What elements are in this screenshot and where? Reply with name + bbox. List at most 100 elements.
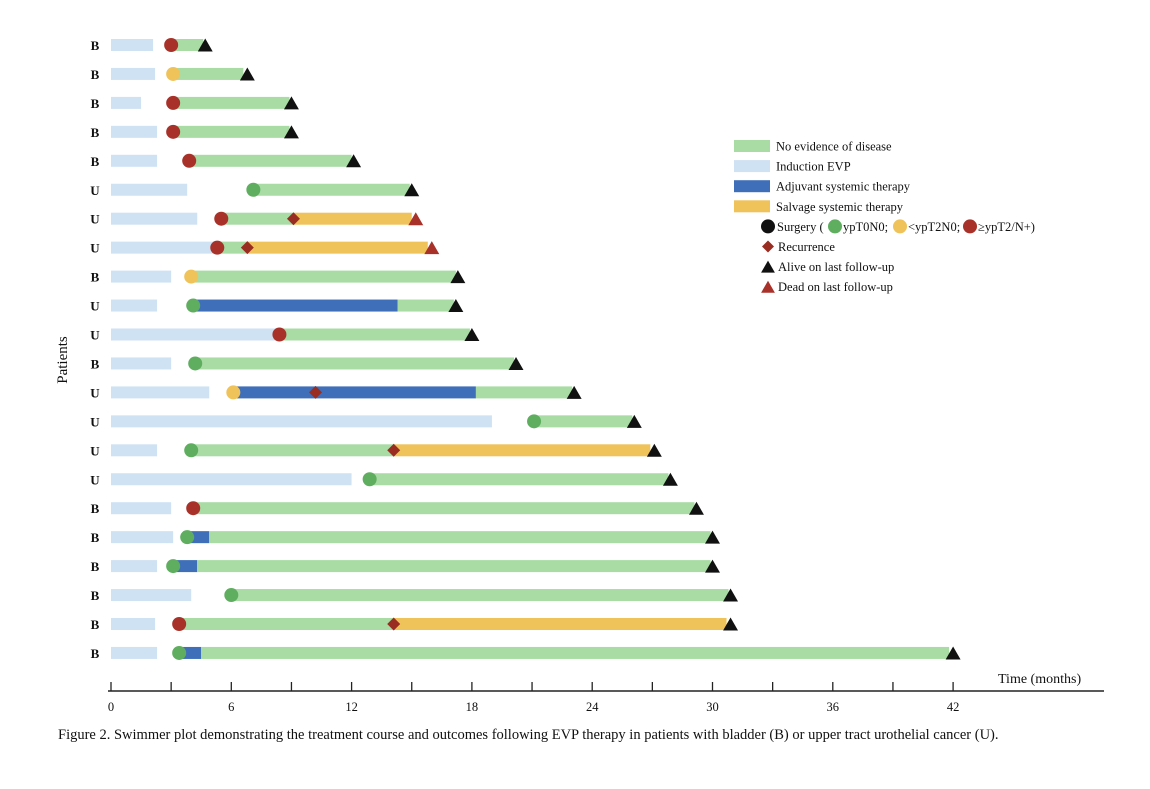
legend-item: Adjuvant systemic therapy xyxy=(734,180,911,194)
recurrence-marker xyxy=(240,241,254,255)
surgery-marker-ypT0N0 xyxy=(246,182,261,197)
dead-marker xyxy=(424,241,440,255)
x-axis: 0 6 12 18 24 30 36 42 xyxy=(108,682,1104,714)
induction-segment xyxy=(111,328,276,341)
ned-segment xyxy=(397,299,454,312)
ned-segment xyxy=(195,357,515,370)
legend-item: Dead on last follow-up xyxy=(761,280,893,294)
legend-label: Surgery ( xyxy=(777,220,824,234)
recurrence-icon xyxy=(762,240,774,253)
alive-marker xyxy=(197,38,213,52)
patient-row: B xyxy=(91,124,299,140)
patient-type-label: U xyxy=(90,212,100,227)
patient-type-label: B xyxy=(91,617,100,632)
legend-item: Alive on last follow-up xyxy=(761,260,894,274)
legend-label: Alive on last follow-up xyxy=(778,260,894,274)
induction-segment xyxy=(111,357,172,370)
alive-marker xyxy=(945,646,961,660)
alive-marker xyxy=(508,356,524,370)
legend-label: No evidence of disease xyxy=(776,140,892,154)
patient-type-label: U xyxy=(90,241,100,256)
patient-row: U xyxy=(90,414,642,429)
legend-swatch-salvage xyxy=(734,200,770,213)
alive-marker xyxy=(448,299,464,313)
ned-segment xyxy=(231,589,729,602)
patient-row: U xyxy=(90,385,582,400)
ned-segment xyxy=(191,270,456,283)
induction-segment xyxy=(111,154,158,167)
ned-segment xyxy=(217,241,248,254)
patient-row: U xyxy=(90,443,662,458)
ned-segment xyxy=(369,473,669,486)
surgery-marker-ypT0N0 xyxy=(188,356,203,371)
surgery-marker-ypT0N0 xyxy=(172,645,187,660)
legend-swatch-induction xyxy=(734,160,770,173)
patient-type-label: B xyxy=(91,559,100,574)
salvage-segment xyxy=(393,618,727,630)
induction-segment xyxy=(111,444,158,457)
recurrence-marker xyxy=(286,212,300,226)
surgery-marker-geypT2 xyxy=(210,240,225,255)
patient-type-label: B xyxy=(91,501,100,516)
ypT0N0-icon xyxy=(828,219,842,234)
legend-label: <ypT2N0; xyxy=(908,220,960,234)
figure-caption: Figure 2. Swimmer plot demonstrating the… xyxy=(58,727,999,743)
patient-type-label: U xyxy=(90,183,100,198)
induction-segment xyxy=(111,473,352,486)
induction-segment xyxy=(111,212,198,225)
surgery-marker-geypT2 xyxy=(164,38,179,52)
legend-label: ≥ypT2/N+) xyxy=(978,220,1035,234)
patient-row: B xyxy=(91,559,720,574)
dead-icon xyxy=(761,280,775,293)
alive-marker xyxy=(705,559,720,573)
alive-marker xyxy=(450,270,466,284)
x-tick-label: 0 xyxy=(108,700,114,714)
patient-row: U xyxy=(90,298,464,314)
patient-type-label: B xyxy=(91,67,100,82)
adjuvant-segment xyxy=(193,299,398,312)
legend-label: ypT0N0; xyxy=(843,220,888,234)
ned-segment xyxy=(173,67,244,80)
surgery-marker-geypT2 xyxy=(272,327,287,342)
ned-segment xyxy=(201,646,950,659)
induction-segment xyxy=(111,415,492,428)
surgery-marker-ltypT2N0 xyxy=(166,66,181,81)
patient-type-label: U xyxy=(90,328,100,343)
surgery-marker-ypT0N0 xyxy=(224,588,239,603)
surgery-marker-ypT0N0 xyxy=(186,298,201,313)
alive-marker xyxy=(239,67,255,81)
surgery-marker-ltypT2N0 xyxy=(226,385,241,400)
legend-label: Salvage systemic therapy xyxy=(776,200,904,214)
patient-row: B xyxy=(91,530,720,545)
legend-item: Induction EVP xyxy=(734,160,851,174)
lt-ypT2N0-icon xyxy=(893,219,907,234)
ned-segment xyxy=(475,386,573,399)
surgery-marker-ypT0N0 xyxy=(166,559,181,574)
patient-row: U xyxy=(90,327,480,343)
patient-row: B xyxy=(91,588,739,603)
patient-type-label: U xyxy=(90,299,100,314)
patient-type-label: U xyxy=(90,385,100,400)
x-axis-title: Time (months) xyxy=(998,672,1081,687)
legend-label: Adjuvant systemic therapy xyxy=(776,180,911,194)
ge-ypT2-icon xyxy=(963,219,977,234)
patient-type-label: U xyxy=(90,443,100,458)
patient-row: U xyxy=(90,240,440,256)
induction-segment xyxy=(111,125,158,138)
legend-swatch-adjuvant xyxy=(734,180,770,193)
induction-segment xyxy=(111,39,154,51)
alive-marker xyxy=(464,328,480,341)
x-tick-label: 18 xyxy=(466,700,479,714)
ned-segment xyxy=(534,415,633,428)
ned-segment xyxy=(193,502,695,515)
x-tick-label: 36 xyxy=(827,700,840,714)
legend: No evidence of disease Induction EVP Adjuv… xyxy=(734,140,1035,294)
surgery-marker-ltypT2N0 xyxy=(184,269,199,284)
ned-segment xyxy=(189,154,352,167)
alive-marker xyxy=(688,501,704,515)
salvage-segment xyxy=(393,444,651,457)
ned-segment xyxy=(179,618,394,630)
patient-row: B xyxy=(91,356,524,371)
patient-row: B xyxy=(91,95,299,111)
